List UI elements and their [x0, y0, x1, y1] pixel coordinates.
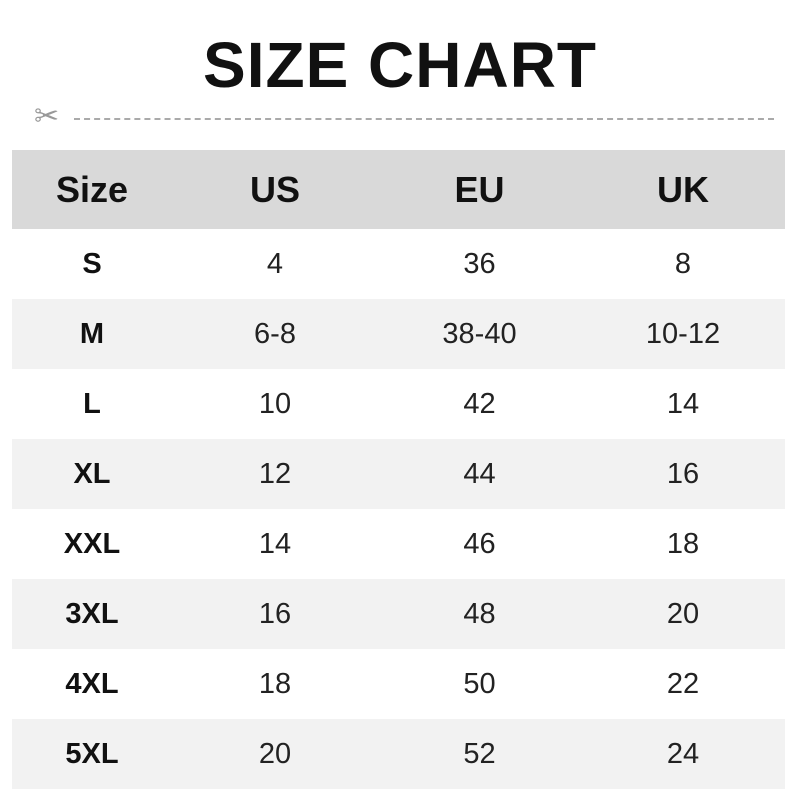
- size-value: 24: [581, 719, 785, 789]
- size-value: 16: [172, 579, 378, 649]
- table-row: M 6-8 38-40 10-12: [12, 299, 785, 369]
- size-value: 12: [172, 439, 378, 509]
- size-value: 18: [666, 527, 700, 560]
- size-value: 8: [674, 247, 692, 280]
- size-label: 3XL: [12, 579, 172, 649]
- size-value: 10-12: [581, 299, 785, 369]
- table-row: XL 12 44 16: [12, 439, 785, 509]
- size-value: 44: [378, 439, 581, 509]
- size-table: Size US EU UK S 4 36 8 M 6-8 38-40 10-12 L 10 42 14 XL 1…: [12, 150, 785, 789]
- table-row: S 4 36 8: [12, 229, 785, 299]
- size-label: S: [82, 247, 102, 280]
- size-value: 20: [581, 579, 785, 649]
- size-value: 36: [463, 247, 496, 280]
- size-value: 46: [463, 527, 496, 560]
- page-title: SIZE CHART: [203, 29, 597, 101]
- size-value: 14: [258, 527, 292, 560]
- size-value: 20: [172, 719, 378, 789]
- size-value: 10: [258, 387, 292, 420]
- table-row: 4XL 18 50 22: [12, 649, 785, 719]
- size-value: 50: [463, 667, 496, 700]
- size-value: 22: [666, 667, 700, 700]
- table-row: XXL 14 46 18: [12, 509, 785, 579]
- size-value: 4: [266, 247, 284, 280]
- size-label: M: [12, 299, 172, 369]
- scissors-icon: ✂: [34, 100, 60, 133]
- table-row: 3XL 16 48 20: [12, 579, 785, 649]
- column-header: Size: [12, 150, 172, 229]
- size-value: 42: [463, 387, 496, 420]
- size-value: 14: [666, 387, 700, 420]
- column-header: US: [172, 150, 378, 229]
- size-label: XXL: [63, 527, 121, 560]
- size-label: 4XL: [65, 667, 119, 700]
- column-header: UK: [581, 150, 785, 229]
- table-row: L 10 42 14: [12, 369, 785, 439]
- size-value: 48: [378, 579, 581, 649]
- size-value: 38-40: [378, 299, 581, 369]
- column-header: EU: [378, 150, 581, 229]
- size-value: 52: [378, 719, 581, 789]
- cut-line: ✂: [34, 102, 774, 132]
- size-label: XL: [12, 439, 172, 509]
- size-label: L: [83, 387, 101, 420]
- size-value: 16: [581, 439, 785, 509]
- size-value: 6-8: [172, 299, 378, 369]
- dashed-divider: [74, 118, 774, 120]
- table-row: 5XL 20 52 24: [12, 719, 785, 789]
- header-row: Size US EU UK: [12, 150, 785, 229]
- size-label: 5XL: [12, 719, 172, 789]
- size-value: 18: [258, 667, 292, 700]
